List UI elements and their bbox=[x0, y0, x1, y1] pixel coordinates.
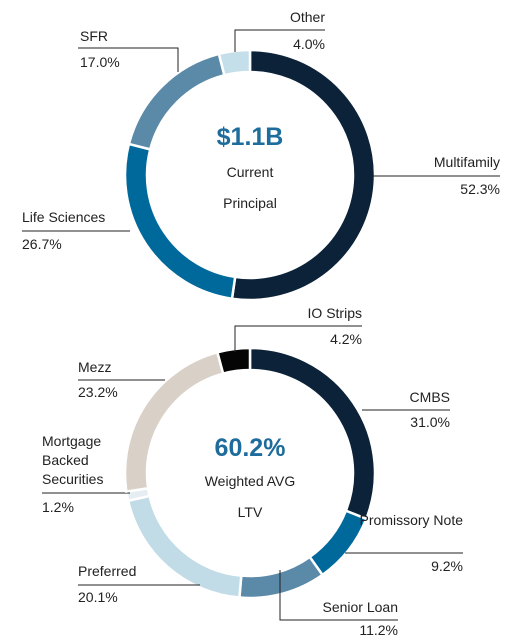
center-title: 60.2% bbox=[214, 434, 286, 462]
segment-value: 31.0% bbox=[410, 414, 450, 430]
donut-segment bbox=[215, 346, 252, 376]
donut-segment bbox=[217, 48, 252, 77]
segment-label: Other bbox=[289, 9, 325, 25]
leader-line bbox=[78, 47, 179, 72]
leader-line bbox=[234, 29, 325, 52]
center-title: $1.1B bbox=[216, 123, 284, 151]
leader-line bbox=[234, 325, 362, 352]
segment-label: CMBS bbox=[409, 389, 450, 405]
center-subtitle: Current Principal bbox=[223, 164, 277, 211]
segment-label: Multifamily bbox=[433, 154, 500, 170]
segment-value: 26.7% bbox=[22, 236, 62, 252]
segment-label: Senior Loan bbox=[322, 599, 398, 615]
leader-line bbox=[279, 570, 398, 621]
segment-value: 9.2% bbox=[431, 558, 463, 574]
segment-label: Preferred bbox=[78, 563, 137, 579]
segment-label: IO Strips bbox=[307, 305, 362, 321]
segment-value: 17.0% bbox=[80, 54, 120, 70]
segment-value: 1.2% bbox=[42, 499, 74, 515]
segment-value: 20.1% bbox=[78, 589, 118, 605]
segment-value: 11.2% bbox=[359, 622, 398, 638]
segment-label: Life Sciences bbox=[22, 209, 106, 225]
segment-value: 4.2% bbox=[330, 331, 362, 347]
segment-value: 4.0% bbox=[293, 36, 325, 52]
segment-label: Promissory Note bbox=[359, 512, 463, 528]
donut-segment bbox=[238, 555, 325, 600]
segment-label: SFR bbox=[80, 28, 108, 44]
segment-label: Mezz bbox=[78, 359, 112, 375]
center-subtitle: Weighted AVG LTV bbox=[204, 473, 296, 520]
segment-value: 52.3% bbox=[460, 181, 500, 197]
segment-value: 23.2% bbox=[78, 384, 118, 400]
segment-label: Mortgage Backed Securities bbox=[42, 433, 104, 487]
